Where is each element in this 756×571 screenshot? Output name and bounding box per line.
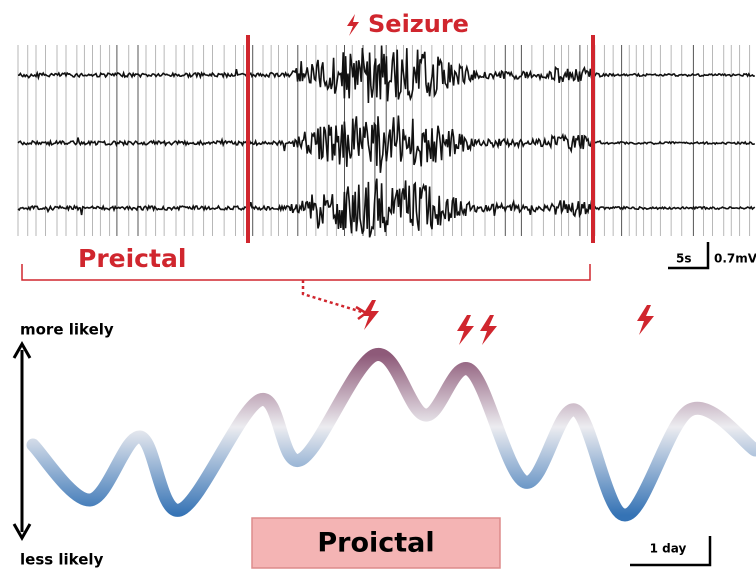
scale-voltage: 0.7mV — [714, 252, 756, 266]
seizure-bolts — [362, 300, 654, 345]
bolt — [362, 300, 379, 330]
scale-time: 5s — [676, 252, 692, 266]
seizure-label: Seizure — [368, 10, 469, 38]
likelihood-arrow — [14, 344, 30, 538]
scale-day: 1 day — [650, 542, 687, 556]
eeg-panel — [18, 45, 755, 237]
bolt — [457, 315, 474, 345]
axis-top-label: more likely — [20, 321, 114, 339]
axis-bottom-label: less likely — [20, 551, 104, 569]
proictal-label: Proictal — [317, 528, 434, 559]
preictal-label: Preictal — [78, 244, 186, 273]
seizure-bolt — [347, 14, 359, 36]
dotted-arrow — [303, 280, 362, 312]
bolt — [637, 305, 654, 335]
risk-cycle-curve — [33, 354, 755, 515]
figure: Seizure Preictal 5s 0.7mV more likely le… — [0, 0, 756, 571]
bolt — [480, 315, 497, 345]
